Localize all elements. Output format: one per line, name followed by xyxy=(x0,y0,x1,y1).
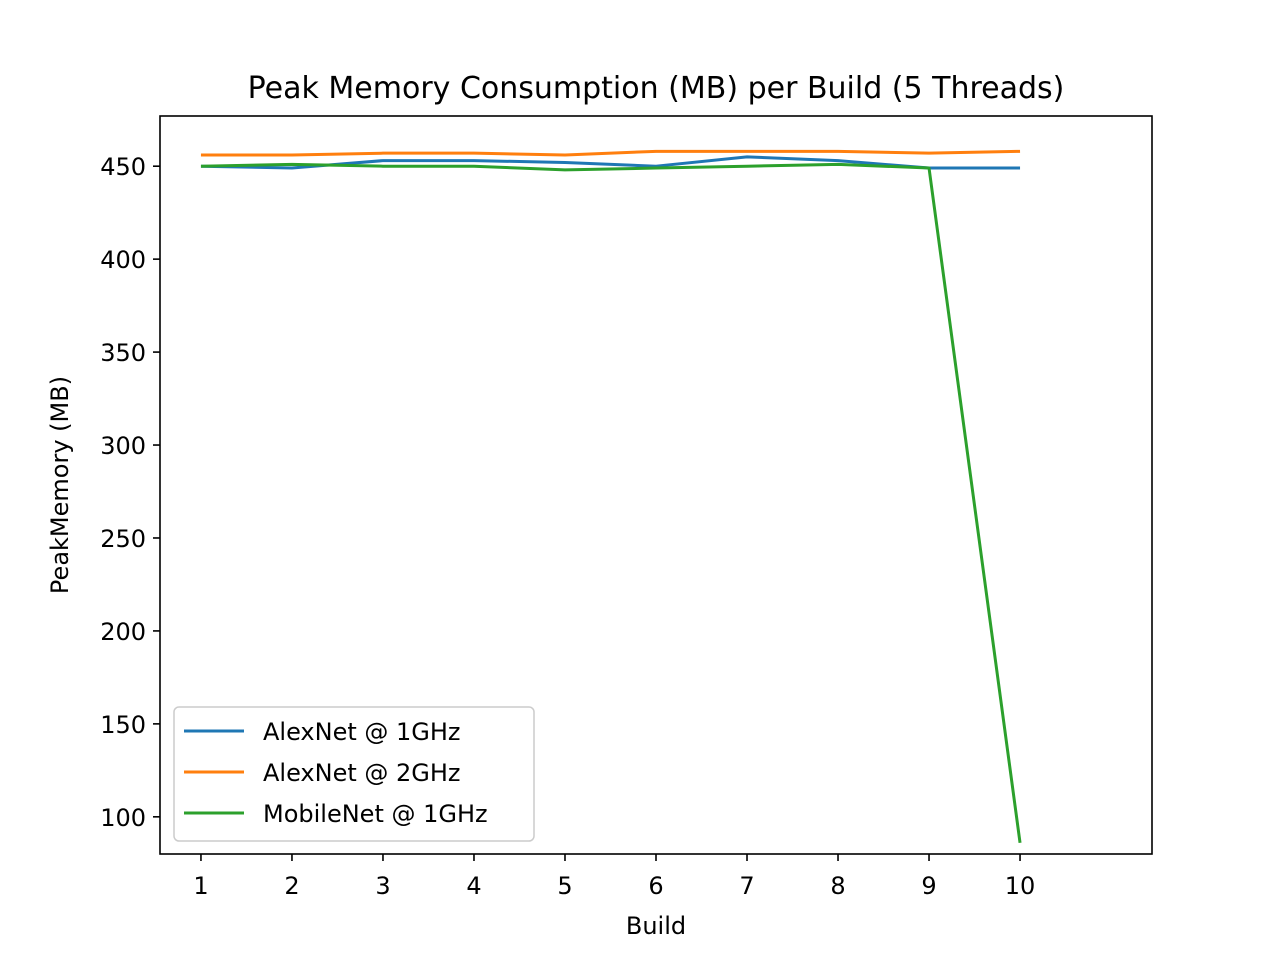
x-tick-label: 3 xyxy=(375,872,390,900)
x-tick-label: 9 xyxy=(921,872,936,900)
y-tick-label: 150 xyxy=(100,711,146,739)
y-axis: 100 150 200 250 300 350 400 450 xyxy=(100,153,160,832)
x-axis-label: Build xyxy=(626,912,686,940)
y-axis-label: PeakMemory (MB) xyxy=(46,376,74,594)
legend: AlexNet @ 1GHz AlexNet @ 2GHz MobileNet @ … xyxy=(173,706,535,842)
x-tick-label: 7 xyxy=(739,872,754,900)
legend-label: AlexNet @ 1GHz xyxy=(263,718,461,746)
x-tick-label: 1 xyxy=(193,872,208,900)
legend-label: AlexNet @ 2GHz xyxy=(263,759,461,787)
legend-box xyxy=(173,706,535,842)
x-tick-label: 10 xyxy=(1005,872,1036,900)
y-tick-label: 250 xyxy=(100,525,146,553)
y-tick-label: 200 xyxy=(100,618,146,646)
plot-area xyxy=(200,149,1022,844)
y-tick-label: 400 xyxy=(100,246,146,274)
legend-label: MobileNet @ 1GHz xyxy=(263,800,488,828)
x-tick-label: 2 xyxy=(284,872,299,900)
y-tick-label: 100 xyxy=(100,804,146,832)
x-tick-label: 6 xyxy=(648,872,663,900)
chart-title: Peak Memory Consumption (MB) per Build (… xyxy=(248,71,1065,106)
x-tick-label: 4 xyxy=(466,872,481,900)
y-tick-label: 350 xyxy=(100,339,146,367)
series-line-2 xyxy=(200,149,1021,157)
series-line-3 xyxy=(200,162,1022,844)
y-tick-label: 300 xyxy=(100,432,146,460)
x-tick-label: 8 xyxy=(830,872,845,900)
x-tick-label: 5 xyxy=(557,872,572,900)
y-tick-label: 450 xyxy=(100,153,146,181)
x-axis: 1 2 3 4 5 6 7 8 9 10 xyxy=(193,854,1035,900)
